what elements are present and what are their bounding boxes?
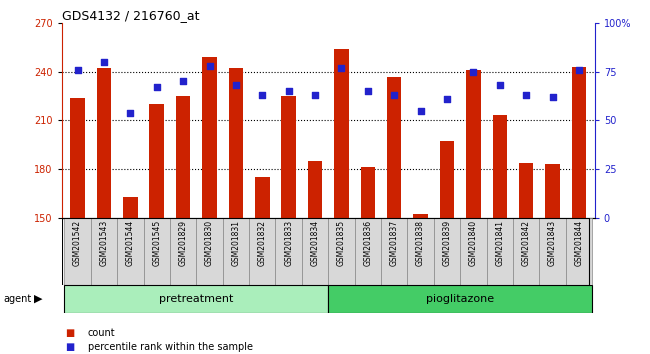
FancyBboxPatch shape [196,218,223,285]
Point [363,88,373,94]
FancyBboxPatch shape [434,218,460,285]
FancyBboxPatch shape [276,218,302,285]
Text: pioglitazone: pioglitazone [426,294,494,304]
Bar [571,67,586,354]
FancyBboxPatch shape [91,218,117,285]
Text: GSM201839: GSM201839 [443,220,452,266]
FancyBboxPatch shape [460,218,487,285]
Bar [413,215,428,354]
FancyBboxPatch shape [117,218,144,285]
FancyBboxPatch shape [566,218,592,285]
Bar [150,104,164,354]
Text: GSM201834: GSM201834 [311,220,320,266]
Text: GSM201841: GSM201841 [495,220,504,266]
Bar [123,196,138,354]
Bar [70,98,85,354]
Point [415,108,426,113]
Text: GSM201829: GSM201829 [179,220,188,266]
FancyBboxPatch shape [540,218,566,285]
Text: GSM201837: GSM201837 [390,220,398,266]
Point [231,82,241,88]
Point [468,69,478,74]
Text: pretreatment: pretreatment [159,294,233,304]
Bar [387,76,402,354]
FancyBboxPatch shape [328,218,355,285]
Point [547,94,558,100]
Point [574,67,584,73]
Bar [255,177,270,354]
Text: agent: agent [3,294,31,304]
Point [495,82,505,88]
Text: GSM201830: GSM201830 [205,220,214,266]
Text: ▶: ▶ [34,294,42,304]
Point [442,96,452,102]
Text: GSM201832: GSM201832 [258,220,266,266]
Text: GSM201543: GSM201543 [99,220,109,266]
FancyBboxPatch shape [144,218,170,285]
Bar [334,49,348,354]
FancyBboxPatch shape [408,218,434,285]
Bar [545,164,560,354]
Text: GSM201833: GSM201833 [284,220,293,266]
Bar [176,96,190,354]
FancyBboxPatch shape [249,218,276,285]
Text: GSM201836: GSM201836 [363,220,372,266]
FancyBboxPatch shape [302,218,328,285]
Text: ■: ■ [65,342,74,352]
Bar [202,57,216,354]
Bar [229,68,243,354]
Point [389,92,399,98]
FancyBboxPatch shape [381,218,408,285]
Bar [493,115,507,354]
FancyBboxPatch shape [355,218,381,285]
Point [125,110,136,115]
Text: GSM201831: GSM201831 [231,220,240,266]
Text: GSM201545: GSM201545 [152,220,161,266]
FancyBboxPatch shape [170,218,196,285]
Bar [361,167,375,354]
Text: count: count [88,328,116,338]
Text: GDS4132 / 216760_at: GDS4132 / 216760_at [62,9,200,22]
Text: GSM201842: GSM201842 [522,220,530,266]
Bar [64,285,328,313]
Point [310,92,320,98]
Text: GSM201542: GSM201542 [73,220,82,266]
FancyBboxPatch shape [487,218,513,285]
Bar [97,68,111,354]
Text: GSM201843: GSM201843 [548,220,557,266]
Point [204,63,214,69]
FancyBboxPatch shape [513,218,540,285]
Point [283,88,294,94]
Bar [281,96,296,354]
Bar [519,162,534,354]
Text: ■: ■ [65,328,74,338]
Text: GSM201835: GSM201835 [337,220,346,266]
Text: GSM201844: GSM201844 [575,220,584,266]
Bar [328,285,592,313]
Text: GSM201544: GSM201544 [126,220,135,266]
FancyBboxPatch shape [64,218,91,285]
Bar [440,142,454,354]
Point [151,84,162,90]
Point [99,59,109,65]
Point [336,65,346,71]
Point [257,92,268,98]
Text: GSM201840: GSM201840 [469,220,478,266]
Bar [308,161,322,354]
Point [178,79,188,84]
Point [521,92,531,98]
FancyBboxPatch shape [223,218,249,285]
Text: percentile rank within the sample: percentile rank within the sample [88,342,253,352]
Bar [466,70,480,354]
Text: GSM201838: GSM201838 [416,220,425,266]
Point [72,67,83,73]
